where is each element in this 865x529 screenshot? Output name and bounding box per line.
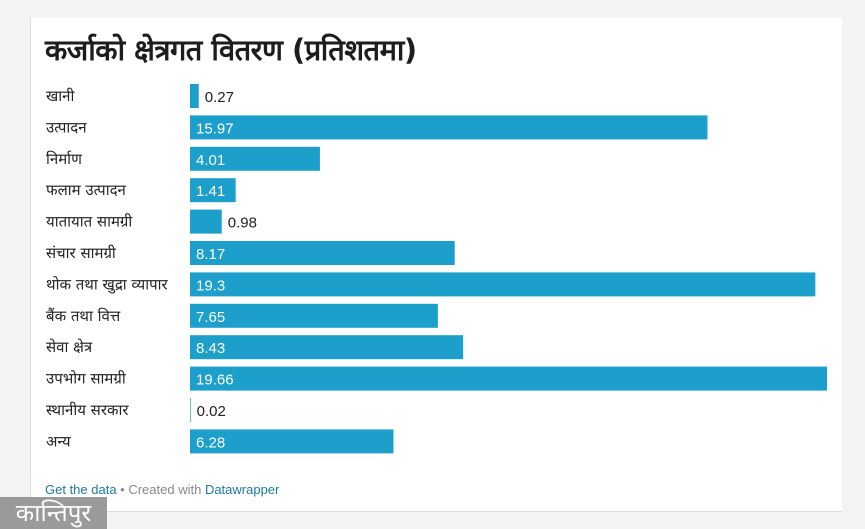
bar (190, 115, 708, 140)
chart-card: कर्जाको क्षेत्रगत वितरण (प्रतिशतमा) खानी… (30, 18, 842, 512)
category-label: संचार सामग्री (46, 244, 117, 262)
value-label: 8.43 (196, 340, 225, 357)
bar (190, 303, 438, 328)
bar (190, 209, 222, 234)
bar (190, 366, 827, 391)
bar (190, 146, 320, 171)
footer: Get the data • Created with Datawrapper (45, 482, 279, 497)
bar (190, 178, 236, 203)
category-label: थोक तथा खुद्रा व्यापार (46, 275, 169, 294)
value-label: 6.28 (196, 434, 225, 451)
category-label: खानी (46, 87, 75, 105)
bar (190, 429, 394, 454)
value-label: 1.41 (196, 183, 225, 200)
category-label: उपभोग सामग्री (46, 370, 127, 388)
category-label: सेवा क्षेत्र (46, 338, 93, 356)
value-label: 0.98 (228, 215, 257, 232)
bar (190, 272, 816, 297)
bar (190, 241, 455, 265)
bar-chart: खानी 0.27 उत्पादन 15.97 निर्माण 4.01 फलाम उत्प… (46, 84, 827, 454)
bar (190, 398, 191, 422)
category-label: यातायात सामग्री (46, 213, 133, 231)
value-label: 0.02 (197, 403, 226, 420)
value-label: 0.27 (205, 89, 234, 106)
value-label: 4.01 (196, 152, 225, 169)
bar (190, 335, 464, 360)
value-label: 15.97 (196, 120, 234, 137)
value-label: 19.3 (196, 277, 225, 294)
category-label: अन्य (46, 432, 71, 450)
category-label: फलाम उत्पादन (46, 181, 127, 199)
value-label: 7.65 (196, 309, 225, 326)
value-label: 19.66 (196, 372, 234, 389)
chart-title: कर्जाको क्षेत्रगत वितरण (प्रतिशतमा) (45, 33, 417, 67)
value-label: 8.17 (196, 246, 225, 263)
footer-credit: • Created with (116, 482, 205, 497)
category-label: उत्पादन (46, 118, 87, 136)
category-label: बैंक तथा वित्त (46, 307, 121, 325)
category-label: निर्माण (46, 150, 83, 168)
datawrapper-link[interactable]: Datawrapper (204, 482, 280, 497)
bar (190, 84, 199, 108)
get-data-link[interactable]: Get the data (45, 482, 117, 497)
kantipur-logo: कान्तिपुर (0, 497, 107, 529)
category-label: स्थानीय सरकार (46, 401, 129, 419)
